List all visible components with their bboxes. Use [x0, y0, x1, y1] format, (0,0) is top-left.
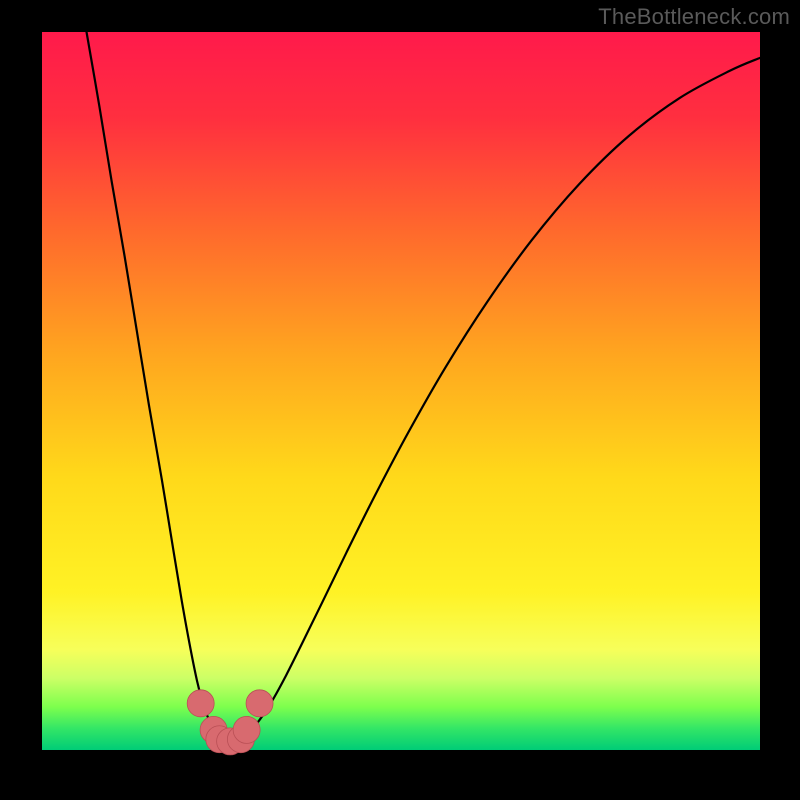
bottom-marker	[233, 716, 260, 743]
watermark-text: TheBottleneck.com	[598, 4, 790, 30]
plot-area	[42, 32, 760, 750]
bottom-marker	[187, 690, 214, 717]
chart-container: TheBottleneck.com	[0, 0, 800, 800]
bottom-marker	[246, 690, 273, 717]
chart-svg	[0, 0, 800, 800]
